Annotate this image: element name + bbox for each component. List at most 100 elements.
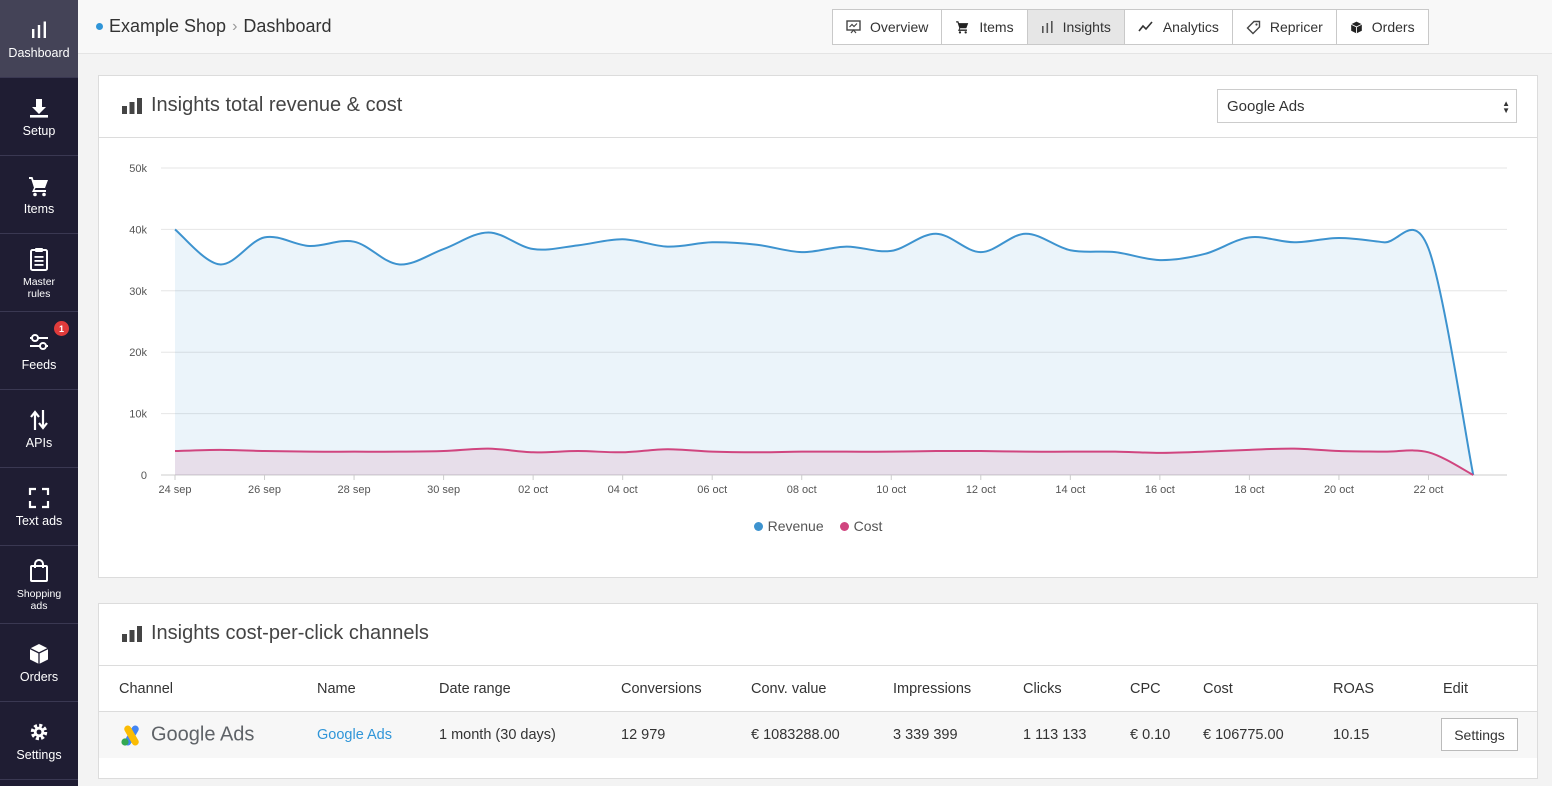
x-tick-label: 12 oct bbox=[966, 484, 996, 496]
line-chart-icon bbox=[1138, 21, 1153, 32]
sidebar-item-text-ads[interactable]: Text ads bbox=[0, 468, 78, 546]
x-tick-label: 10 oct bbox=[876, 484, 906, 496]
download-icon bbox=[26, 95, 52, 121]
topbar: Example Shop › Dashboard Overview Items … bbox=[78, 0, 1552, 54]
sidebar-item-dashboard[interactable]: Dashboard bbox=[0, 0, 78, 78]
cpc-channels-panel: Insights cost-per-click channels Channel… bbox=[98, 603, 1538, 779]
panel-title: Insights cost-per-click channels bbox=[121, 622, 429, 645]
tab-repricer[interactable]: Repricer bbox=[1233, 10, 1337, 44]
x-tick-label: 30 sep bbox=[427, 484, 460, 496]
fullscreen-icon bbox=[26, 485, 52, 511]
bar-chart-icon bbox=[26, 17, 52, 43]
legend-item-revenue[interactable]: Revenue bbox=[753, 518, 824, 534]
box-icon bbox=[26, 641, 52, 667]
chevron-right-icon: › bbox=[232, 17, 238, 35]
x-tick-label: 22 oct bbox=[1413, 484, 1443, 496]
sidebar-item-shopping-ads[interactable]: Shopping ads bbox=[0, 546, 78, 624]
sidebar-item-label: Master rules bbox=[22, 275, 56, 300]
cart-icon bbox=[956, 21, 969, 34]
settings-button[interactable]: Settings bbox=[1441, 718, 1518, 751]
x-tick-label: 26 sep bbox=[248, 484, 281, 496]
sidebar-item-settings[interactable]: Settings bbox=[0, 702, 78, 780]
legend-dot-revenue bbox=[753, 521, 763, 531]
tab-label: Overview bbox=[870, 19, 929, 35]
column-header-roas: ROAS bbox=[1333, 680, 1375, 697]
tab-orders[interactable]: Orders bbox=[1337, 10, 1428, 44]
column-header-name: Name bbox=[317, 680, 356, 697]
breadcrumb-shop[interactable]: Example Shop bbox=[109, 16, 227, 36]
sidebar-item-label: Text ads bbox=[15, 514, 63, 528]
column-header-channel: Channel bbox=[119, 680, 174, 697]
sidebar-item-label: Dashboard bbox=[8, 46, 70, 60]
sidebar-item-label: Setup bbox=[22, 124, 56, 138]
series-area-cost bbox=[175, 448, 1474, 475]
chart-legend: Revenue Cost bbox=[99, 518, 1537, 534]
tab-items[interactable]: Items bbox=[942, 10, 1028, 44]
conv-value-value: € 1083288.00 bbox=[751, 727, 840, 743]
sidebar-item-label: APIs bbox=[25, 436, 53, 450]
column-header-impressions: Impressions bbox=[893, 680, 972, 697]
tab-label: Items bbox=[979, 19, 1014, 35]
column-header-conversions: Conversions bbox=[621, 680, 702, 697]
tab-overview[interactable]: Overview bbox=[833, 10, 943, 44]
channel-name-link[interactable]: Google Ads bbox=[317, 727, 392, 743]
sliders-icon bbox=[26, 329, 52, 355]
sidebar-item-setup[interactable]: Setup bbox=[0, 78, 78, 156]
select-arrows-icon: ▲ ▼ bbox=[1502, 99, 1510, 115]
panel-header: Insights total revenue & cost Google Ads… bbox=[99, 76, 1537, 138]
panel-title-text: Insights total revenue & cost bbox=[151, 94, 403, 116]
gear-icon bbox=[26, 719, 52, 745]
legend-item-cost[interactable]: Cost bbox=[839, 518, 883, 534]
cpc-value: € 0.10 bbox=[1130, 727, 1171, 743]
table-header: Channel Name Date range Conversions Conv… bbox=[99, 666, 1537, 712]
panel-title-text: Insights cost-per-click channels bbox=[151, 622, 429, 644]
tab-label: Orders bbox=[1371, 19, 1415, 35]
y-tick-label: 20k bbox=[129, 347, 147, 359]
x-tick-label: 06 oct bbox=[697, 484, 727, 496]
x-tick-label: 02 oct bbox=[518, 484, 548, 496]
sidebar: Dashboard Setup Items Master rules Feeds… bbox=[0, 0, 78, 786]
clicks-value: 1 113 133 bbox=[1023, 727, 1087, 743]
y-tick-label: 40k bbox=[129, 224, 147, 236]
x-tick-label: 28 sep bbox=[338, 484, 371, 496]
sidebar-item-master-rules[interactable]: Master rules bbox=[0, 234, 78, 312]
panel-header: Insights cost-per-click channels bbox=[99, 604, 1537, 666]
legend-dot-cost bbox=[839, 521, 849, 531]
column-header-edit: Edit bbox=[1443, 680, 1468, 697]
sidebar-item-apis[interactable]: APIs bbox=[0, 390, 78, 468]
swap-arrows-icon bbox=[26, 407, 52, 433]
y-tick-label: 0 bbox=[141, 470, 147, 482]
presentation-icon bbox=[846, 20, 861, 34]
legend-label: Cost bbox=[853, 518, 883, 534]
chart-svg: 0 10k 20k 30k 40k 50k 24 sep 26 sep 28 sep 30 sep… bbox=[129, 163, 1507, 496]
box-icon bbox=[1350, 21, 1362, 33]
sidebar-item-label: Orders bbox=[19, 670, 59, 684]
google-ads-icon bbox=[121, 725, 139, 746]
feeds-notification-badge: 1 bbox=[54, 321, 69, 336]
bar-chart-icon bbox=[122, 625, 142, 642]
tab-analytics[interactable]: Analytics bbox=[1125, 10, 1233, 44]
google-ads-logo: Google Ads bbox=[119, 724, 254, 747]
sidebar-item-orders[interactable]: Orders bbox=[0, 624, 78, 702]
column-header-conv-value: Conv. value bbox=[751, 680, 827, 697]
conversions-value: 12 979 bbox=[621, 727, 666, 743]
x-tick-label: 20 oct bbox=[1324, 484, 1354, 496]
sidebar-item-items[interactable]: Items bbox=[0, 156, 78, 234]
dashboard-tabs: Overview Items Insights Analytics Repric… bbox=[832, 9, 1429, 45]
sidebar-item-feeds[interactable]: Feeds 1 bbox=[0, 312, 78, 390]
sidebar-item-label: Items bbox=[23, 202, 55, 216]
x-tick-label: 16 oct bbox=[1145, 484, 1175, 496]
column-header-cost: Cost bbox=[1203, 680, 1233, 697]
tag-icon bbox=[1246, 20, 1261, 34]
tab-label: Insights bbox=[1062, 19, 1111, 35]
series-line-revenue bbox=[174, 228, 1475, 476]
tab-label: Analytics bbox=[1162, 19, 1219, 35]
y-tick-label: 50k bbox=[129, 163, 147, 175]
roas-value: 10.15 bbox=[1333, 727, 1370, 743]
impressions-value: 3 339 399 bbox=[893, 727, 958, 743]
tab-insights[interactable]: Insights bbox=[1027, 10, 1125, 44]
table-row: Google Ads Google Ads 1 month (30 days) … bbox=[99, 712, 1537, 758]
date-range-value: 1 month (30 days) bbox=[439, 727, 556, 743]
channel-select[interactable]: Google Ads ▲ ▼ bbox=[1217, 89, 1517, 123]
bar-chart-icon bbox=[1041, 21, 1053, 33]
